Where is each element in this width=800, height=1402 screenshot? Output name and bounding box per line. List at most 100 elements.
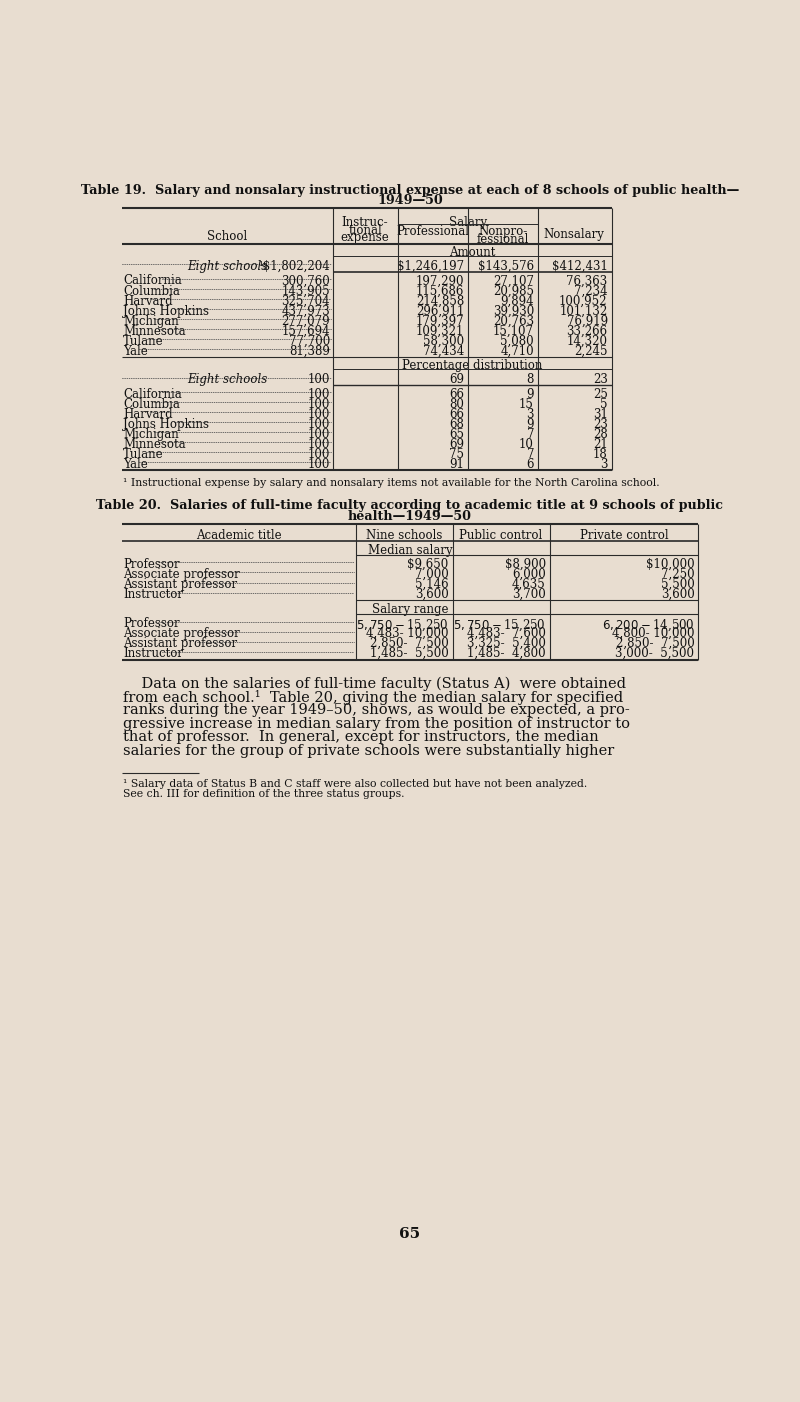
Text: 5,146: 5,146 [415, 578, 449, 590]
Text: 23: 23 [593, 373, 608, 386]
Text: Columbia: Columbia [123, 285, 180, 297]
Text: 2,850-  7,500: 2,850- 7,500 [616, 637, 694, 651]
Text: 325,704: 325,704 [282, 294, 330, 307]
Text: 8: 8 [526, 373, 534, 386]
Text: 4,800- 10,000: 4,800- 10,000 [612, 627, 694, 641]
Text: 75: 75 [450, 447, 464, 461]
Text: Nonsalary: Nonsalary [544, 229, 605, 241]
Text: 2,245: 2,245 [574, 345, 608, 358]
Text: 100: 100 [308, 408, 330, 421]
Text: 23: 23 [593, 418, 608, 430]
Text: 31: 31 [593, 408, 608, 421]
Text: tional: tional [348, 224, 382, 237]
Text: $412,431: $412,431 [552, 259, 608, 273]
Text: 3,600: 3,600 [415, 587, 449, 601]
Text: 81,389: 81,389 [290, 345, 330, 358]
Text: California: California [123, 275, 182, 287]
Text: 76,363: 76,363 [566, 275, 608, 287]
Text: 100: 100 [308, 398, 330, 411]
Text: $143,576: $143,576 [478, 259, 534, 273]
Text: 9,894: 9,894 [500, 294, 534, 307]
Text: 277,079: 277,079 [282, 314, 330, 328]
Text: 197,290: 197,290 [416, 275, 464, 287]
Text: Instruc-: Instruc- [342, 216, 388, 229]
Text: 4,710: 4,710 [500, 345, 534, 358]
Text: 66: 66 [450, 408, 464, 421]
Text: $10,000: $10,000 [646, 558, 694, 571]
Text: $5,750-$15,250: $5,750-$15,250 [453, 617, 546, 632]
Text: Johns Hopkins: Johns Hopkins [123, 418, 210, 430]
Text: Nonpro-: Nonpro- [478, 226, 528, 238]
Text: 14,320: 14,320 [566, 335, 608, 348]
Text: $9,650: $9,650 [407, 558, 449, 571]
Text: Instructor: Instructor [123, 587, 183, 601]
Text: 77,700: 77,700 [289, 335, 330, 348]
Text: Assistant professor: Assistant professor [123, 637, 238, 651]
Text: Michigan: Michigan [123, 428, 179, 440]
Text: 25: 25 [593, 388, 608, 401]
Text: ranks during the year 1949–50, shows, as would be expected, a pro-: ranks during the year 1949–50, shows, as… [123, 704, 630, 718]
Text: 5,080: 5,080 [500, 335, 534, 348]
Text: 3: 3 [600, 458, 608, 471]
Text: 100: 100 [308, 388, 330, 401]
Text: 20,985: 20,985 [493, 285, 534, 297]
Text: 7,250: 7,250 [661, 568, 694, 580]
Text: 100: 100 [308, 418, 330, 430]
Text: Minnesota: Minnesota [123, 324, 186, 338]
Text: 18: 18 [593, 447, 608, 461]
Text: 10: 10 [519, 437, 534, 450]
Text: 65: 65 [399, 1227, 421, 1241]
Text: 7: 7 [526, 447, 534, 461]
Text: 1949—50: 1949—50 [377, 193, 443, 206]
Text: 69: 69 [450, 437, 464, 450]
Text: ¹$1,802,204: ¹$1,802,204 [258, 259, 330, 273]
Text: Salary: Salary [449, 216, 487, 229]
Text: 69: 69 [450, 373, 464, 386]
Text: Percentage distribution: Percentage distribution [402, 359, 542, 372]
Text: Minnesota: Minnesota [123, 437, 186, 450]
Text: 437,973: 437,973 [282, 304, 330, 317]
Text: Private control: Private control [579, 529, 668, 541]
Text: 27,107: 27,107 [493, 275, 534, 287]
Text: Michigan: Michigan [123, 314, 179, 328]
Text: Harvard: Harvard [123, 294, 173, 307]
Text: 4,483-  7,600: 4,483- 7,600 [466, 627, 546, 641]
Text: 109,321: 109,321 [416, 324, 464, 338]
Text: Associate professor: Associate professor [123, 568, 240, 580]
Text: 101,132: 101,132 [559, 304, 608, 317]
Text: See ch. III for definition of the three status groups.: See ch. III for definition of the three … [123, 789, 405, 799]
Text: $8,900: $8,900 [505, 558, 546, 571]
Text: 3,600: 3,600 [661, 587, 694, 601]
Text: 1,485-  4,800: 1,485- 4,800 [467, 648, 546, 660]
Text: 179,397: 179,397 [416, 314, 464, 328]
Text: 2,850-  7,500: 2,850- 7,500 [370, 637, 449, 651]
Text: ¹ Salary data of Status B and C staff were also collected but have not been anal: ¹ Salary data of Status B and C staff we… [123, 780, 587, 789]
Text: 3,325-  5,400: 3,325- 5,400 [466, 637, 546, 651]
Text: 100: 100 [308, 437, 330, 450]
Text: expense: expense [341, 231, 390, 244]
Text: 100,952: 100,952 [559, 294, 608, 307]
Text: Amount: Amount [449, 245, 495, 259]
Text: 20,763: 20,763 [493, 314, 534, 328]
Text: Professional: Professional [397, 226, 470, 238]
Text: Harvard: Harvard [123, 408, 173, 421]
Text: 1,485-  5,500: 1,485- 5,500 [370, 648, 449, 660]
Text: 4,483- 10,000: 4,483- 10,000 [366, 627, 449, 641]
Text: Nine schools: Nine schools [366, 529, 442, 541]
Text: 6,000: 6,000 [512, 568, 546, 580]
Text: Assistant professor: Assistant professor [123, 578, 238, 590]
Text: 76,919: 76,919 [566, 314, 608, 328]
Text: 100: 100 [308, 447, 330, 461]
Text: 214,858: 214,858 [416, 294, 464, 307]
Text: Academic title: Academic title [196, 529, 282, 541]
Text: Table 19.  Salary and nonsalary instructional expense at each of 8 schools of pu: Table 19. Salary and nonsalary instructi… [81, 184, 739, 196]
Text: 143,905: 143,905 [282, 285, 330, 297]
Text: 58,300: 58,300 [423, 335, 464, 348]
Text: 3: 3 [526, 408, 534, 421]
Text: 15,107: 15,107 [493, 324, 534, 338]
Text: 100: 100 [308, 458, 330, 471]
Text: 3,700: 3,700 [512, 587, 546, 601]
Text: 9: 9 [526, 388, 534, 401]
Text: 4,635: 4,635 [512, 578, 546, 590]
Text: California: California [123, 388, 182, 401]
